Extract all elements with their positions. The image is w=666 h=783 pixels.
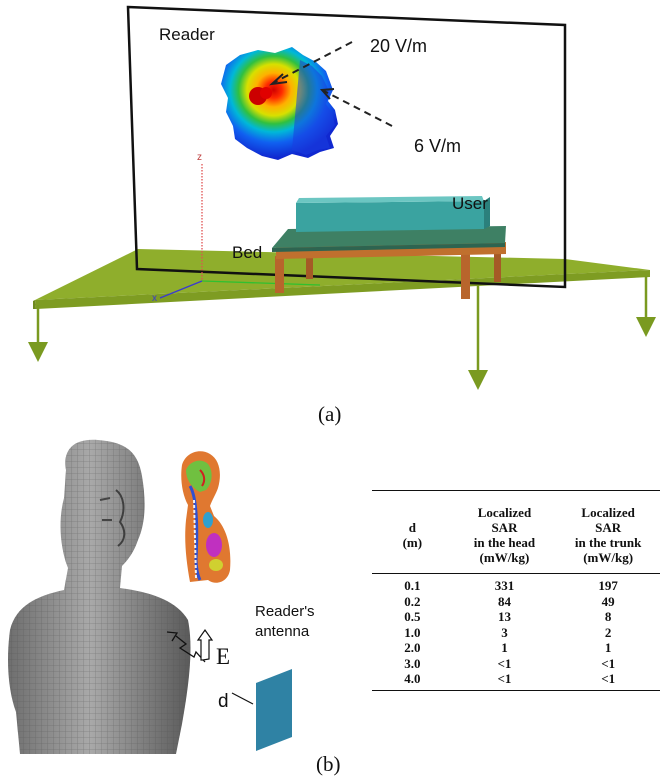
annotation-arrow-20vm	[274, 41, 353, 83]
bed-top-edge	[272, 243, 505, 252]
sar-table-header-row: d (m) Localized SAR in the head (mW/kg) …	[372, 490, 660, 574]
cell-distance: 4.0	[372, 671, 453, 691]
cell-sar-trunk: 2	[604, 624, 612, 640]
sagittal-section	[181, 451, 231, 583]
cell-sar-trunk: <1	[601, 655, 616, 671]
distance-indicator	[231, 692, 254, 705]
table-row: 0.2 84 49	[372, 594, 660, 610]
cell-sar-head: 3	[501, 624, 508, 640]
table-row: 4.0 <1 <1	[372, 671, 660, 691]
bed-leg	[461, 252, 470, 299]
label-axis-z: z	[197, 152, 202, 163]
label-field-high: 20 V/m	[370, 36, 427, 56]
cell-distance: 0.1	[404, 578, 421, 593]
label-reader-antenna-line1: Reader's	[255, 603, 315, 620]
label-bed: Bed	[232, 243, 262, 262]
table-row: 1.0 3 2	[372, 625, 660, 641]
cell-distance: 0.2	[404, 593, 421, 609]
cell-sar-trunk: 197	[598, 578, 618, 593]
cell-distance: 3.0	[404, 655, 421, 671]
caption-b: (b)	[316, 752, 341, 776]
annotation-arrow-6vm	[323, 90, 393, 127]
label-distance: d	[218, 691, 229, 712]
table-row: 3.0 <1 <1	[372, 656, 660, 672]
cell-distance: 2.0	[404, 640, 421, 655]
cell-sar-head: <1	[452, 671, 557, 691]
field-vector-symbol: E	[166, 628, 230, 669]
cell-sar-trunk: 1	[604, 640, 612, 655]
label-axis-x: x	[152, 293, 157, 304]
bed-top	[272, 226, 506, 248]
header-sar-trunk: Localized SAR in the trunk (mW/kg)	[556, 490, 660, 574]
cell-sar-trunk: 8	[604, 609, 612, 624]
cell-sar-head: 13	[497, 609, 511, 624]
bed-leg	[494, 247, 501, 282]
x-axis	[159, 280, 203, 299]
label-reader-antenna-line2: antenna	[255, 623, 310, 640]
header-sar-head: Localized SAR in the head (mW/kg)	[452, 490, 557, 574]
cell-sar-head: <1	[497, 655, 512, 671]
table-row: 0.5 13 8	[372, 609, 660, 625]
cell-sar-trunk: 49	[601, 593, 615, 609]
bed-leg	[306, 252, 313, 279]
reader-antenna	[256, 669, 292, 751]
cell-distance: 0.5	[404, 609, 421, 624]
bed	[272, 226, 506, 299]
human-phantom	[8, 439, 191, 754]
reader-plane	[126, 5, 567, 289]
label-user: User	[452, 194, 488, 213]
sar-table: d (m) Localized SAR in the head (mW/kg) …	[372, 490, 660, 691]
caption-a: (a)	[318, 402, 342, 426]
label-reader: Reader	[159, 25, 215, 44]
table-row: 2.0 1 1	[372, 640, 660, 656]
label-field-low: 6 V/m	[414, 136, 461, 156]
cell-sar-head: 331	[494, 578, 515, 593]
user-block	[296, 196, 490, 232]
panel-b-scene: E Reader's antenna d	[8, 439, 315, 754]
cell-sar-trunk: <1	[556, 671, 660, 691]
field-e-label: E	[216, 644, 230, 669]
y-axis	[201, 280, 321, 286]
cell-distance: 1.0	[404, 624, 421, 640]
table-row: 0.1 331 197	[372, 574, 660, 594]
cell-sar-head: 1	[501, 640, 508, 655]
header-distance: d (m)	[372, 490, 453, 574]
panel-a-scene: Reader 20 V/m 6 V/m User Bed z x	[28, 5, 656, 390]
bed-leg	[275, 256, 284, 293]
cell-sar-head: 84	[497, 593, 511, 609]
